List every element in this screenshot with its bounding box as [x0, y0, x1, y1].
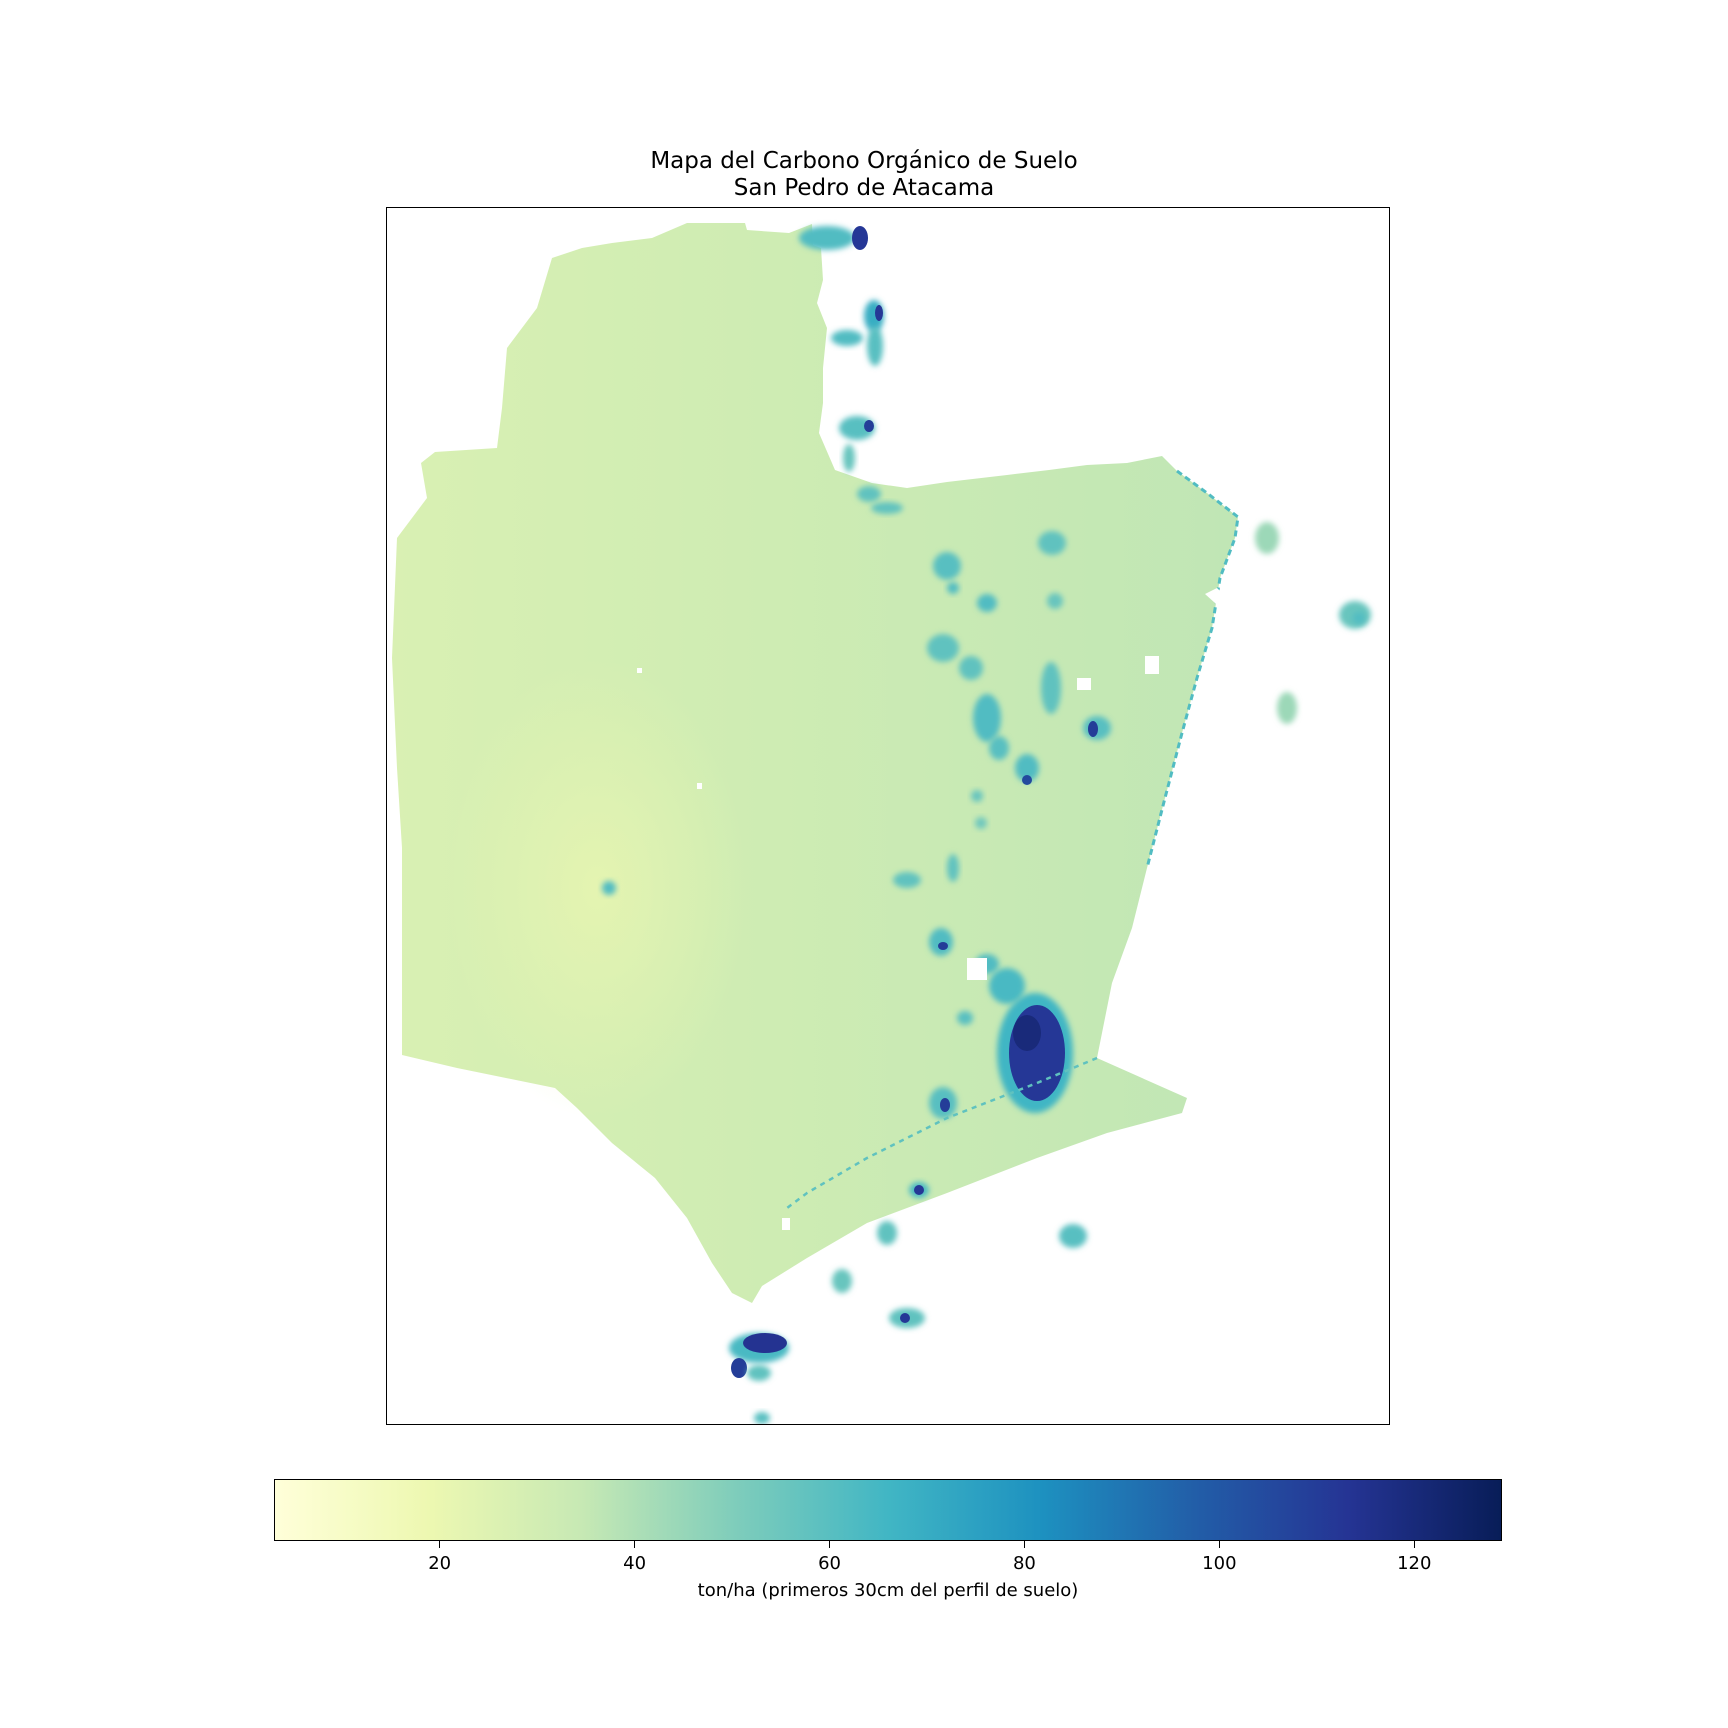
high-carbon-zone — [1255, 522, 1279, 554]
high-carbon-core — [852, 226, 868, 250]
high-carbon-zone — [1277, 692, 1297, 724]
high-carbon-core — [864, 420, 874, 432]
high-carbon-core — [743, 1333, 787, 1353]
high-carbon-zone — [832, 1269, 852, 1293]
high-carbon-zone — [867, 326, 883, 366]
high-carbon-zone — [754, 1412, 770, 1424]
colorbar-tick — [634, 1541, 636, 1548]
colorbar-tick — [439, 1541, 441, 1548]
high-carbon-zone — [1059, 1224, 1087, 1248]
high-carbon-zone — [1353, 612, 1365, 624]
high-carbon-zone — [933, 552, 961, 580]
high-carbon-zone — [877, 1221, 897, 1245]
high-carbon-zone — [971, 790, 983, 802]
colorbar-tick-label: 100 — [1189, 1553, 1249, 1574]
high-carbon-zone — [893, 872, 921, 888]
soil-carbon-map — [387, 208, 1390, 1425]
high-carbon-core — [914, 1185, 924, 1195]
high-carbon-zone — [959, 656, 983, 680]
high-carbon-zone — [857, 486, 881, 502]
high-carbon-zone — [975, 817, 987, 829]
colorbar-tick-label: 40 — [605, 1553, 665, 1574]
high-carbon-core — [731, 1358, 747, 1378]
high-carbon-zone — [947, 582, 959, 594]
colorbar-tick — [1414, 1541, 1416, 1548]
high-carbon-core — [875, 305, 883, 321]
colorbar-tick — [1024, 1541, 1026, 1548]
colorbar-tick — [829, 1541, 831, 1548]
high-carbon-zone — [1041, 662, 1061, 714]
colorbar-tick-label: 60 — [800, 1553, 860, 1574]
high-carbon-core — [938, 942, 948, 950]
colorbar — [274, 1479, 1502, 1541]
high-carbon-zone — [799, 226, 855, 250]
high-carbon-zone — [831, 330, 863, 346]
colorbar-tick — [1219, 1541, 1221, 1548]
colorbar-tick-label: 20 — [410, 1553, 470, 1574]
high-carbon-zone — [973, 694, 1001, 742]
high-carbon-core — [900, 1313, 910, 1323]
map-subtitle: San Pedro de Atacama — [0, 175, 1728, 202]
high-carbon-zone — [747, 1365, 771, 1381]
high-carbon-core — [1088, 721, 1098, 737]
high-carbon-zone — [977, 594, 997, 612]
high-carbon-core — [1022, 775, 1032, 785]
high-carbon-zone — [927, 634, 959, 662]
colorbar-tick-label: 80 — [994, 1553, 1054, 1574]
high-carbon-zone — [602, 881, 616, 895]
colorbar-label: ton/ha (primeros 30cm del perfil de suel… — [274, 1580, 1502, 1601]
high-carbon-zone — [843, 444, 855, 472]
high-carbon-zone — [957, 1011, 973, 1025]
colorbar-tick-label: 120 — [1384, 1553, 1444, 1574]
low-carbon-patch — [447, 658, 747, 1118]
high-carbon-core — [940, 1098, 950, 1112]
high-carbon-core — [1009, 1005, 1065, 1101]
high-carbon-zone — [929, 928, 953, 956]
map-frame — [386, 207, 1390, 1425]
high-carbon-core — [1013, 1015, 1041, 1051]
high-carbon-zone — [989, 736, 1009, 760]
high-carbon-zone — [871, 502, 903, 514]
high-carbon-zone — [1038, 531, 1066, 555]
high-carbon-zone — [947, 854, 959, 882]
high-carbon-zone — [1047, 593, 1063, 609]
map-title: Mapa del Carbono Orgánico de Suelo — [0, 148, 1728, 175]
